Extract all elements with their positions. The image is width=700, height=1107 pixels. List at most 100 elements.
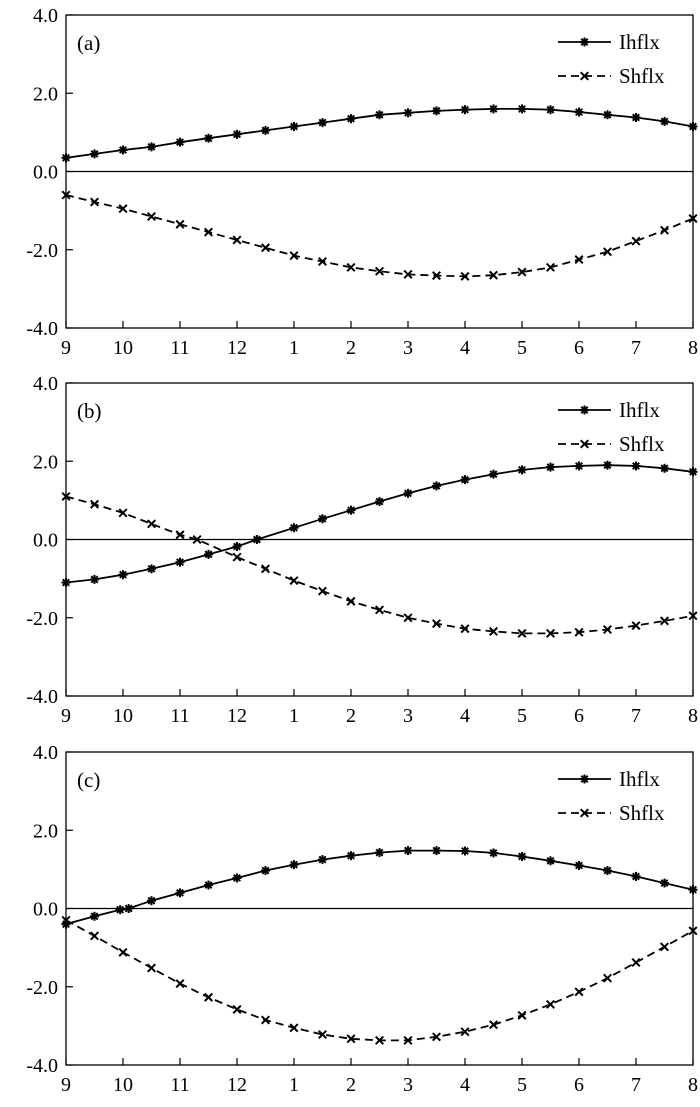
y-tick-label: 4.0 — [33, 5, 58, 27]
data-point-shflx — [631, 957, 641, 967]
x-tick-label: 11 — [170, 337, 189, 359]
data-point-ihflx — [90, 574, 99, 584]
series-line-ihflx — [65, 849, 694, 925]
data-point-shflx — [488, 626, 499, 636]
data-point-shflx — [146, 963, 157, 973]
legend-label-ihflx: Ihflx — [619, 767, 660, 791]
data-point-shflx — [289, 1023, 299, 1033]
data-point-shflx — [232, 235, 242, 245]
data-point-ihflx — [175, 137, 185, 147]
y-tick-label: 4.0 — [33, 742, 58, 764]
data-point-ihflx — [489, 469, 498, 479]
data-point-ihflx — [147, 896, 156, 906]
data-point-shflx — [631, 236, 641, 246]
x-tick-label: 10 — [113, 337, 133, 359]
panel-label: (a) — [77, 31, 100, 55]
data-point-shflx — [118, 947, 128, 957]
data-point-shflx — [61, 190, 71, 200]
x-tick-label: 2 — [346, 1074, 356, 1096]
data-point-shflx — [403, 1035, 413, 1045]
x-tick-label: 7 — [631, 705, 641, 727]
x-tick-label: 12 — [227, 705, 247, 727]
series-line-ihflx — [65, 464, 694, 584]
data-point-shflx — [89, 197, 100, 207]
panel-c: 4.02.00.0-2.0-4.09 10 11 12 1 2 3 4 5 6 7 8(c) Ihflx… — [26, 742, 698, 1096]
legend-marker-ihflx — [580, 37, 589, 47]
data-point-ihflx — [574, 461, 584, 471]
data-point-shflx — [460, 1027, 470, 1037]
x-tick-label: 5 — [517, 1074, 527, 1096]
x-tick-label: 6 — [574, 705, 584, 727]
data-point-shflx — [631, 621, 641, 631]
data-point-shflx — [203, 992, 214, 1002]
data-point-shflx — [688, 611, 698, 621]
data-point-shflx — [545, 999, 556, 1009]
data-point-ihflx — [432, 846, 441, 856]
legend: Ihflx Shflx — [558, 767, 665, 825]
data-point-ihflx — [688, 467, 698, 477]
x-tick-label: 4 — [460, 1074, 470, 1096]
data-point-ihflx — [118, 145, 128, 155]
legend-label-ihflx: Ihflx — [619, 398, 660, 422]
data-point-shflx — [431, 619, 442, 629]
x-tick-label: 1 — [289, 705, 299, 727]
data-point-ihflx — [460, 846, 470, 856]
x-tick-label: 8 — [688, 337, 698, 359]
data-point-shflx — [203, 227, 214, 237]
data-point-ihflx — [403, 846, 413, 856]
data-point-shflx — [545, 262, 556, 272]
data-point-ihflx — [289, 122, 299, 132]
data-point-shflx — [517, 628, 527, 638]
y-tick-label: -2.0 — [26, 608, 58, 630]
data-point-shflx — [431, 1032, 442, 1042]
data-point-ihflx — [660, 463, 669, 473]
data-point-ihflx — [90, 911, 99, 921]
data-point-shflx — [403, 613, 413, 623]
data-point-ihflx — [375, 848, 384, 858]
y-tick-label: -4.0 — [26, 686, 58, 708]
data-point-shflx — [260, 243, 271, 253]
x-tick-label: 1 — [289, 1074, 299, 1096]
data-point-shflx — [488, 1020, 499, 1030]
data-point-ihflx — [124, 904, 134, 913]
x-tick-label: 2 — [346, 705, 356, 727]
x-tick-label: 12 — [227, 337, 247, 359]
y-tick-label: 4.0 — [33, 373, 58, 395]
data-point-shflx — [232, 552, 242, 562]
data-point-ihflx — [546, 105, 555, 115]
data-point-ihflx — [489, 848, 498, 858]
data-point-shflx — [574, 255, 584, 265]
legend-marker-ihflx — [580, 774, 589, 784]
data-point-shflx — [232, 1004, 242, 1014]
data-point-ihflx — [232, 873, 242, 883]
data-point-ihflx — [517, 851, 527, 861]
data-point-shflx — [374, 266, 385, 276]
data-point-ihflx — [204, 133, 213, 143]
x-tick-label: 7 — [631, 1074, 641, 1096]
data-point-shflx — [175, 219, 185, 229]
data-point-ihflx — [346, 505, 356, 515]
data-point-shflx — [659, 616, 670, 626]
panel-label: (b) — [77, 399, 102, 423]
x-tick-label: 6 — [574, 337, 584, 359]
y-tick-label: -4.0 — [26, 1055, 58, 1077]
x-tick-label: 6 — [574, 1074, 584, 1096]
data-point-ihflx — [517, 104, 527, 114]
x-tick-label: 9 — [61, 337, 71, 359]
data-point-shflx — [460, 624, 470, 634]
data-point-ihflx — [261, 125, 270, 135]
data-point-ihflx — [61, 578, 71, 588]
data-point-shflx — [192, 534, 202, 545]
data-point-ihflx — [688, 885, 698, 895]
data-point-shflx — [289, 251, 299, 261]
data-point-shflx — [374, 1035, 385, 1045]
legend-label-shflx: Shflx — [619, 801, 665, 825]
data-point-shflx — [659, 225, 670, 235]
data-point-ihflx — [375, 110, 384, 120]
x-tick-label: 3 — [403, 337, 413, 359]
data-point-ihflx — [289, 860, 299, 870]
x-tick-label: 4 — [460, 337, 470, 359]
data-point-ihflx — [432, 106, 441, 116]
data-point-ihflx — [432, 481, 441, 491]
